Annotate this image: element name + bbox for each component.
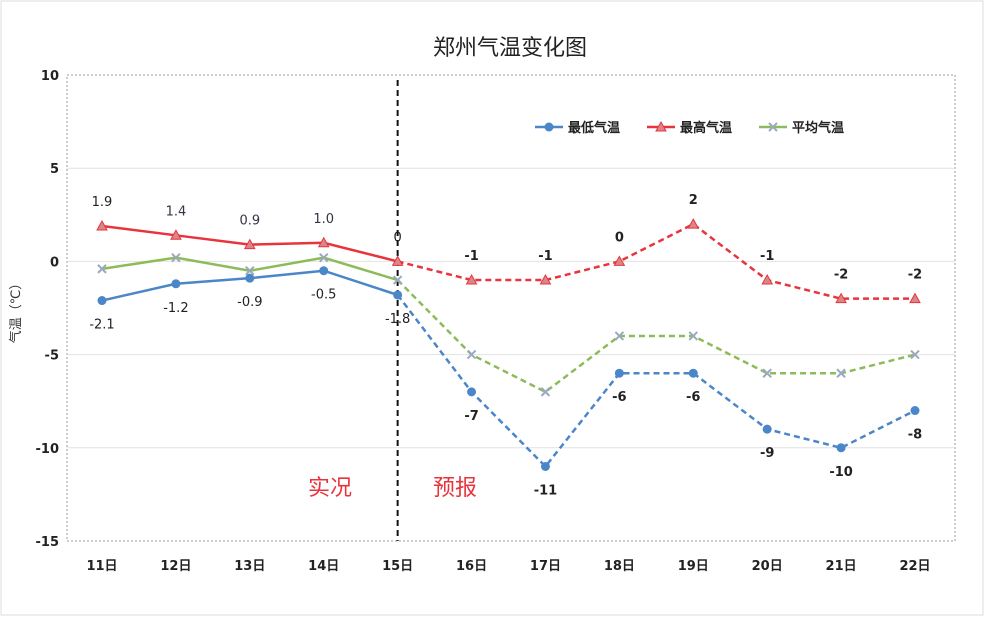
data-point <box>687 218 700 229</box>
x-tick-label: 19日 <box>678 559 709 574</box>
y-tick-label: 0 <box>50 255 59 270</box>
x-tick-label: 16日 <box>456 559 487 574</box>
data-point <box>465 274 478 285</box>
data-point <box>614 331 625 341</box>
x-tick-label: 15日 <box>382 559 413 574</box>
data-point <box>392 275 403 285</box>
x-tick-label: 14日 <box>308 559 339 574</box>
data-label: -1 <box>538 249 552 264</box>
x-tick-label: 13日 <box>234 559 265 574</box>
chart-title: 郑州气温变化图 <box>433 36 587 61</box>
data-label: -6 <box>612 390 626 405</box>
data-point <box>97 296 107 306</box>
data-point <box>540 387 551 397</box>
data-point <box>539 274 552 285</box>
data-point <box>836 368 846 378</box>
data-point <box>97 264 107 274</box>
data-point <box>655 120 667 132</box>
data-label: -0.5 <box>311 288 336 303</box>
data-point <box>171 252 181 263</box>
data-point <box>835 292 847 304</box>
x-tick-label: 21日 <box>826 559 857 574</box>
y-tick-label: 10 <box>41 69 59 84</box>
data-label: -0.9 <box>237 295 262 310</box>
x-tick-label: 22日 <box>899 559 930 574</box>
data-point <box>761 274 774 285</box>
data-label: 0 <box>615 230 624 245</box>
y-axis-label: 气温（℃） <box>8 277 24 344</box>
data-point <box>393 290 403 300</box>
data-point <box>391 255 404 266</box>
data-point <box>910 349 920 360</box>
x-tick-label: 12日 <box>160 559 191 574</box>
data-label: -2.1 <box>89 318 114 333</box>
data-point <box>614 368 624 378</box>
data-label: 0 <box>393 230 401 245</box>
data-point <box>466 349 477 360</box>
x-tick-label: 18日 <box>604 559 635 574</box>
data-point <box>910 406 920 416</box>
series-line-forecast <box>397 222 915 300</box>
legend-label: 最低气温 <box>568 120 620 136</box>
data-point <box>836 443 846 453</box>
data-label: -1 <box>464 249 478 264</box>
x-tick-label: 17日 <box>530 559 561 574</box>
data-label: 0.9 <box>239 214 260 229</box>
data-label: -10 <box>829 465 853 480</box>
y-tick-label: -5 <box>45 349 59 364</box>
data-point <box>170 229 182 240</box>
x-tick-label: 11日 <box>86 559 117 574</box>
data-point <box>317 236 330 248</box>
legend: 最低气温 最高气温 平均气温 <box>535 120 844 136</box>
data-point <box>171 279 181 289</box>
data-label: 1.0 <box>313 212 334 227</box>
data-point <box>319 252 329 263</box>
data-label: -1.8 <box>385 312 410 327</box>
data-point <box>467 387 477 397</box>
y-tick-label: 5 <box>50 162 59 177</box>
data-point <box>544 122 554 132</box>
data-label: -1 <box>760 249 774 264</box>
data-label: 1.9 <box>92 195 113 210</box>
data-label: 2 <box>689 193 698 208</box>
data-label: -6 <box>686 390 700 405</box>
data-point <box>762 368 772 378</box>
data-point <box>762 424 772 434</box>
legend-label: 最高气温 <box>680 120 732 136</box>
data-point <box>245 273 255 283</box>
data-point <box>96 219 108 231</box>
data-label: -2 <box>834 268 848 283</box>
data-point <box>909 292 921 304</box>
data-label: -2 <box>908 268 922 283</box>
x-tick-label: 20日 <box>752 559 783 574</box>
data-point <box>245 266 255 276</box>
data-point <box>243 238 256 250</box>
y-tick-label: -15 <box>36 535 60 550</box>
data-label: -8 <box>908 428 922 443</box>
data-label: -11 <box>534 483 558 498</box>
data-point <box>540 461 550 471</box>
data-label: -9 <box>760 446 774 461</box>
annotation-forecast: 预报 <box>433 476 477 501</box>
data-label: 1.4 <box>166 204 187 219</box>
series-line-forecast <box>396 294 916 469</box>
annotation-observed: 实况 <box>308 476 352 501</box>
data-label: -7 <box>464 409 478 424</box>
legend-label: 平均气温 <box>792 120 844 136</box>
data-point <box>613 255 626 266</box>
data-point <box>768 122 778 132</box>
data-point <box>688 331 698 341</box>
data-point <box>319 266 329 276</box>
data-label: -1.2 <box>163 301 188 316</box>
data-point <box>688 368 698 378</box>
y-tick-label: -10 <box>36 442 60 457</box>
plot-area <box>66 74 956 542</box>
